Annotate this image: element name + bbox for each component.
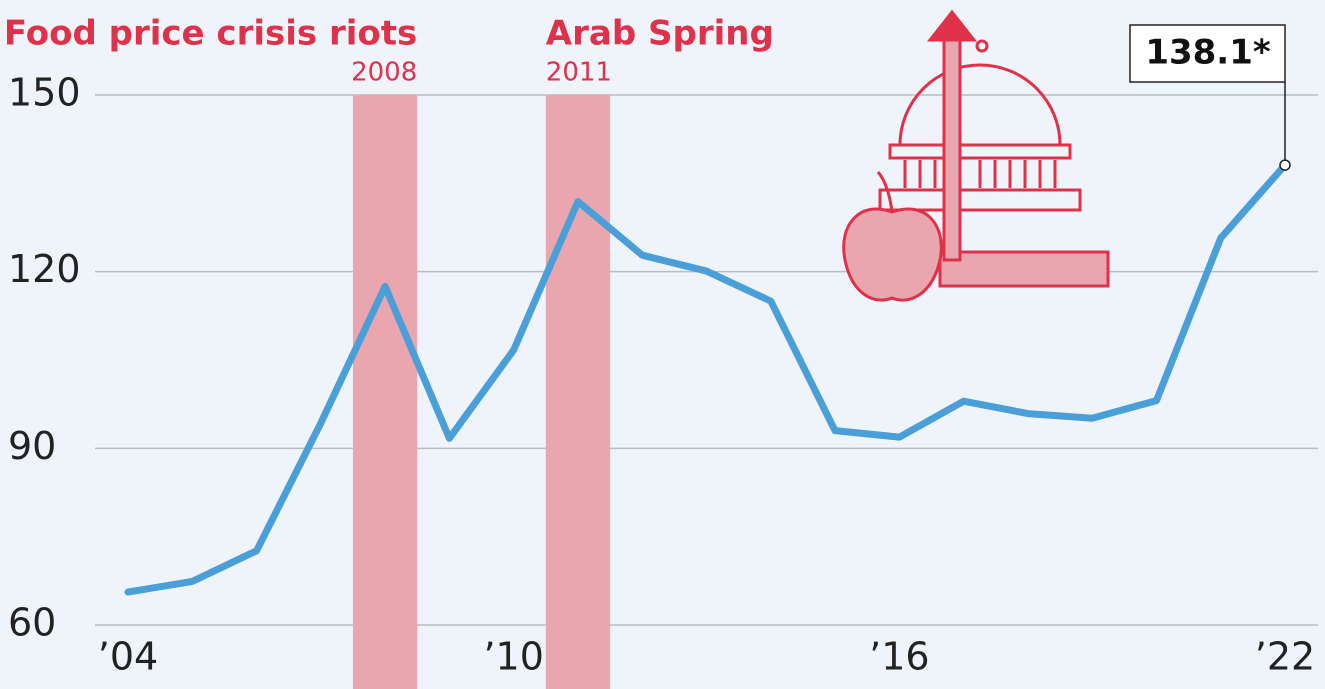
x-tick-label: ’04 bbox=[98, 635, 158, 679]
highlight-band bbox=[546, 95, 610, 689]
highlight-band bbox=[353, 95, 417, 689]
y-tick-label: 120 bbox=[8, 247, 81, 291]
background bbox=[0, 0, 1325, 689]
highlight-label: Arab Spring bbox=[546, 14, 774, 54]
end-point bbox=[1280, 160, 1290, 170]
icon-arrow-shaft bbox=[944, 35, 960, 260]
highlight-label: Food price crisis riots bbox=[4, 14, 417, 54]
x-tick-label: ’10 bbox=[483, 635, 543, 679]
y-tick-label: 90 bbox=[8, 424, 56, 468]
highlight-year: 2011 bbox=[546, 58, 612, 88]
icon-ledge bbox=[880, 190, 1080, 210]
icon-base bbox=[940, 252, 1108, 286]
y-tick-label: 150 bbox=[8, 71, 81, 115]
chart: 138.1* 60 90 120 150 ’04 ’10 ’16 ’22 Food price … bbox=[0, 0, 1325, 689]
icon-ring bbox=[890, 145, 1070, 158]
icon-apple bbox=[844, 209, 942, 300]
highlight-year: 2008 bbox=[351, 58, 417, 88]
x-tick-label: ’22 bbox=[1255, 635, 1315, 679]
value-label: 138.1* bbox=[1145, 33, 1271, 73]
x-tick-label: ’16 bbox=[869, 635, 929, 679]
y-tick-label: 60 bbox=[8, 601, 56, 645]
